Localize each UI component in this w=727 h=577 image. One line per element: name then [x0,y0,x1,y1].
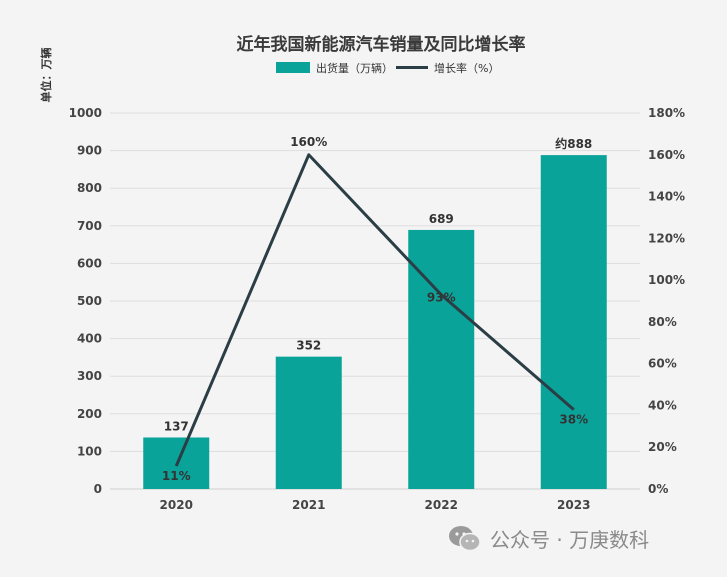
bar-2021 [275,356,342,489]
legend: 出货量（万辆） 增长率（%） [276,61,499,75]
x-tick-label: 2021 [292,498,325,512]
line-series: 11% 160% 93% 38% [162,135,588,483]
x-tick-label: 2023 [557,498,590,512]
y-left-tick-label: 1000 [69,106,102,120]
bar-value-label: 约888 [555,136,592,151]
y-right-tick-label: 180% [648,106,685,120]
wechat-icon [449,525,481,551]
bar-value-label: 137 [164,419,189,433]
y-left-tick-label: 600 [77,256,102,270]
y-left-tick-label: 100 [77,444,102,458]
y-left-tick-label: 500 [77,294,102,308]
right-axis: 0% 20% 40% 60% 80% 100% 120% 140% 160% 180% [648,106,685,496]
x-tick-label: 2020 [160,498,193,512]
line-value-label: 38% [559,413,588,427]
watermark: 公众号 · 万庚数科 [448,524,649,553]
y-unit-label: 单位：万辆 [39,48,53,103]
bar-2023 [540,155,607,489]
legend-bar-swatch [276,62,310,73]
left-axis: 0 100 200 300 400 500 600 700 800 900 1000 [69,106,102,496]
y-right-tick-label: 20% [648,440,677,454]
y-left-tick-label: 900 [77,144,102,158]
y-right-tick-label: 40% [648,398,677,412]
line-value-label: 93% [427,291,456,305]
y-left-tick-label: 200 [77,407,102,421]
y-left-tick-label: 400 [77,332,102,346]
y-right-tick-label: 140% [648,190,685,204]
y-right-tick-label: 60% [648,357,677,371]
y-right-tick-label: 120% [648,231,685,245]
bar-series: 137 352 689 约888 [143,136,607,489]
y-right-tick-label: 100% [648,273,685,287]
chart-title: 近年我国新能源汽车销量及同比增长率 [237,34,526,55]
line-value-label: 11% [162,469,191,483]
y-left-tick-label: 300 [77,369,102,383]
y-left-tick-label: 700 [77,219,102,233]
bar-value-label: 689 [429,212,454,226]
x-tick-label: 2022 [425,498,458,512]
legend-bar-label: 出货量（万辆） [316,61,393,75]
line-value-label: 160% [290,135,327,149]
watermark-text: 公众号 · 万庚数科 [490,528,650,552]
y-left-tick-label: 800 [77,181,102,195]
y-right-tick-label: 0% [648,482,668,496]
y-right-tick-label: 160% [648,148,685,162]
y-left-tick-label: 0 [94,482,102,496]
x-axis: 2020 2021 2022 2023 [160,498,591,512]
growth-line [174,153,575,467]
y-right-tick-label: 80% [648,315,677,329]
legend-line-label: 增长率（%） [434,61,499,75]
bar-value-label: 352 [296,339,321,353]
